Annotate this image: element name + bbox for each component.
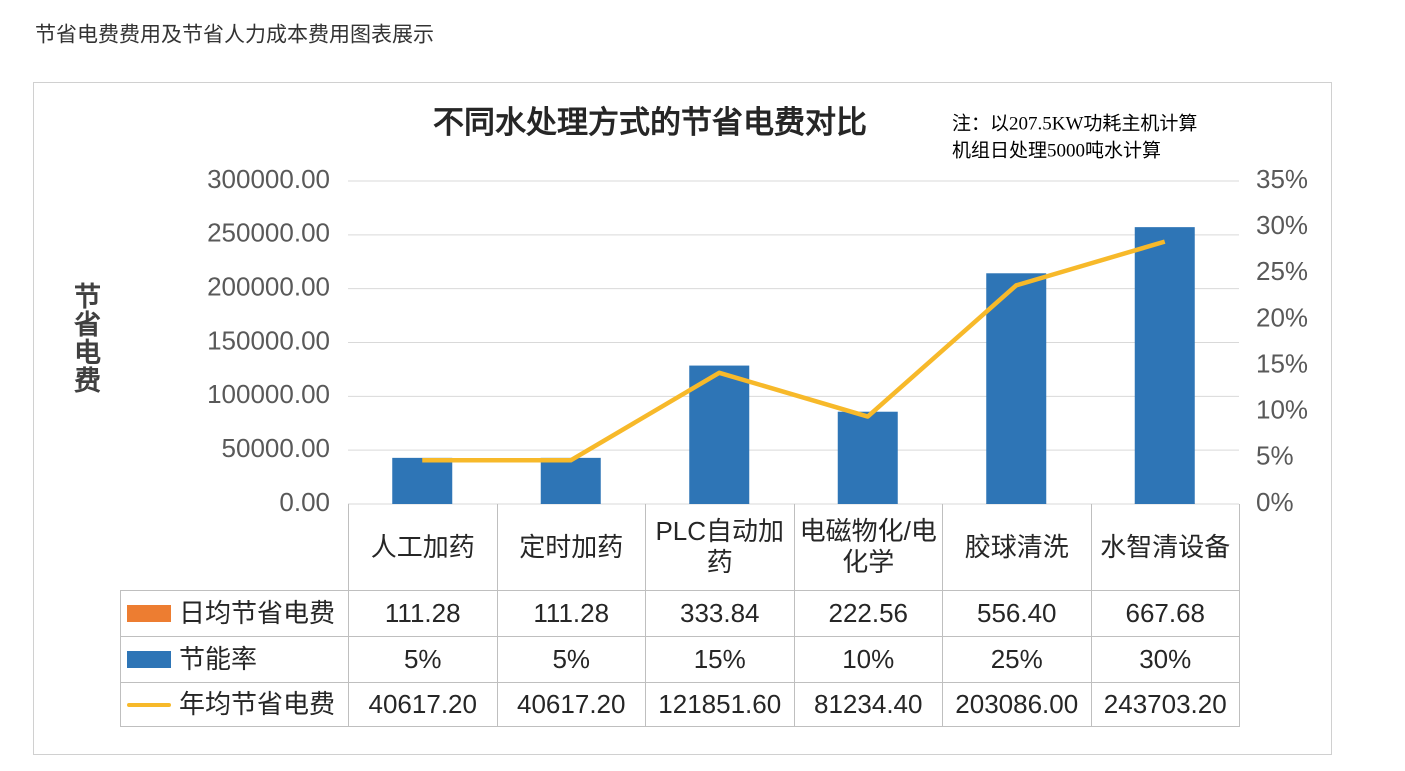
note: 注：以207.5KW功耗主机计算 [952, 112, 1197, 134]
bar [540, 457, 601, 504]
note: 机组日处理5000吨水计算 [952, 139, 1161, 161]
table-value: 556.40 [942, 590, 1092, 637]
table-value: 5% [496, 636, 646, 683]
legend-label: 年均节省电费 [179, 689, 336, 719]
chart-title: 不同水处理方式的节省电费对比 [433, 105, 867, 140]
y2-tick-label: 30% [1256, 210, 1308, 240]
y-tick-label: 0.00 [279, 487, 330, 517]
y2-tick-label: 5% [1256, 441, 1294, 471]
category-label: 定时加药 [496, 504, 646, 591]
table-value: 121851.60 [645, 682, 795, 727]
y2-tick-label: 0% [1256, 487, 1294, 517]
legend-key [127, 702, 171, 707]
bar [392, 457, 453, 504]
bar [1134, 227, 1195, 504]
page-title: 节省电费费用及节省人力成本费用图表展示 [35, 24, 434, 47]
legend-entry: 日均节省电费 [120, 590, 349, 637]
table-value: 40617.20 [348, 682, 498, 727]
legend-key [127, 651, 171, 668]
table-value: 111.28 [348, 590, 498, 637]
bar [837, 411, 898, 504]
legend-key [127, 605, 171, 622]
table-value: 25% [942, 636, 1092, 683]
legend-label: 节能率 [179, 644, 258, 674]
y2-tick-label: 15% [1256, 348, 1308, 378]
table-value: 10% [793, 636, 943, 683]
table-value: 333.84 [645, 590, 795, 637]
y2-tick-label: 10% [1256, 395, 1308, 425]
table-value: 5% [348, 636, 498, 683]
y-tick-label: 150000.00 [207, 325, 330, 355]
legend-label: 日均节省电费 [179, 598, 336, 628]
y-tick-label: 250000.00 [207, 218, 330, 248]
legend-entry: 节能率 [120, 636, 349, 683]
table-value: 243703.20 [1090, 682, 1240, 727]
table-value: 667.68 [1090, 590, 1240, 637]
category-label: 电磁物化/电化学 [793, 504, 943, 591]
table-value: 40617.20 [496, 682, 646, 727]
y2-tick-label: 35% [1256, 164, 1308, 194]
table-value: 30% [1090, 636, 1240, 683]
line [422, 239, 1166, 463]
table-value: 15% [645, 636, 795, 683]
y2-tick-label: 20% [1256, 302, 1308, 332]
bar [986, 273, 1047, 504]
y-axis-label: 节省电费 [70, 282, 100, 394]
legend-entry: 年均节省电费 [120, 682, 349, 727]
y-tick-label: 50000.00 [222, 433, 330, 463]
table-value: 203086.00 [942, 682, 1092, 727]
category-label: 水智清设备 [1090, 504, 1240, 591]
table-value: 222.56 [793, 590, 943, 637]
category-label: PLC自动加药 [645, 504, 795, 591]
y2-tick-label: 25% [1256, 256, 1308, 286]
table-value: 111.28 [496, 590, 646, 637]
table-value: 81234.40 [793, 682, 943, 727]
category-label: 胶球清洗 [942, 504, 1092, 591]
y-tick-label: 300000.00 [207, 164, 330, 194]
bar [689, 365, 750, 504]
y-tick-label: 200000.00 [207, 272, 330, 302]
y-tick-label: 100000.00 [207, 379, 330, 409]
category-label: 人工加药 [348, 504, 498, 591]
chart-frame [33, 82, 1332, 755]
